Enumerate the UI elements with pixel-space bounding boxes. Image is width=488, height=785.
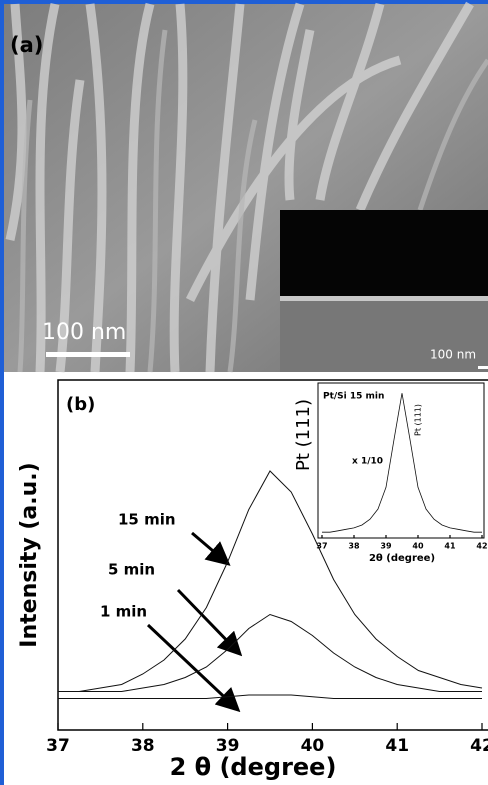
series-line <box>58 695 482 699</box>
inset-annotation: x 1/10 <box>352 457 383 467</box>
x-tick-label: 37 <box>316 542 327 551</box>
inset-frame <box>318 383 484 538</box>
scale-bar-label: 100 nm <box>42 320 126 345</box>
figure: (a) 100 nm 100 nm (b) 2 θ (degree) Inten… <box>0 0 488 785</box>
inset-x-label: 2θ (degree) <box>369 553 435 564</box>
inset-title: Pt/Si 15 min <box>323 392 384 402</box>
x-tick-label: 42 <box>476 542 487 551</box>
x-tick-label: 41 <box>385 736 409 756</box>
inset-annotation: Pt (111) <box>414 404 423 436</box>
sem-image <box>4 4 488 372</box>
x-tick-label: 40 <box>412 542 424 551</box>
inset-y-label: Pt (111) <box>293 399 314 471</box>
frame-top <box>0 0 488 4</box>
x-tick-label: 39 <box>380 542 392 551</box>
x-tick-label: 40 <box>301 736 325 756</box>
x-tick-label: 38 <box>131 736 155 756</box>
x-tick-label: 37 <box>46 736 70 756</box>
series-label: 5 min <box>108 561 155 579</box>
series-label: 15 min <box>118 511 176 529</box>
y-axis-label: Intensity (a.u.) <box>17 462 42 647</box>
scale-bar <box>46 352 130 357</box>
panel-label: (b) <box>66 394 95 415</box>
series-line <box>58 615 482 692</box>
arrow <box>192 533 226 562</box>
x-tick-label: 41 <box>444 542 456 551</box>
arrow <box>178 590 238 652</box>
x-tick-label: 38 <box>348 542 360 551</box>
x-axis-label: 2 θ (degree) <box>170 753 337 781</box>
panel-label: (a) <box>10 33 43 57</box>
series-label: 1 min <box>100 603 147 621</box>
x-tick-label: 42 <box>470 736 488 756</box>
frame-left <box>0 0 4 785</box>
inset-scale-bar-label: 100 nm <box>430 348 476 362</box>
x-tick-label: 39 <box>216 736 240 756</box>
